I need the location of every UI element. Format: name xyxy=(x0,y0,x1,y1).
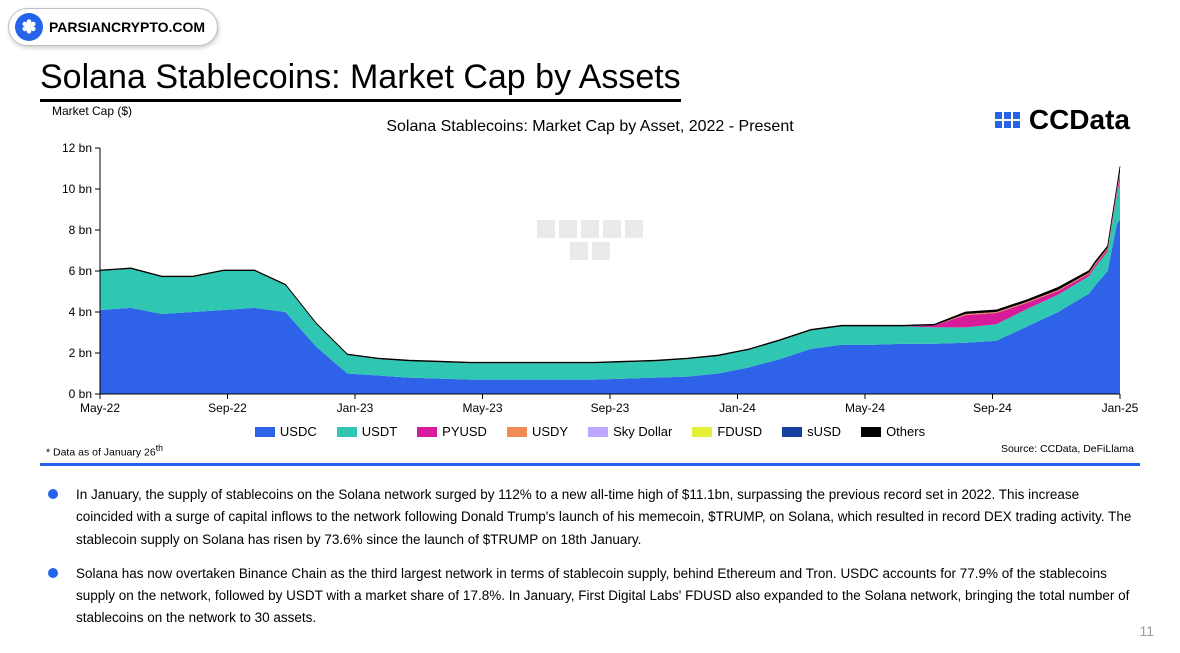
globe-icon: ✽ xyxy=(15,13,43,41)
chart-legend: USDC USDT PYUSD USDY Sky Dollar FDUSD sUSD Othe… xyxy=(40,424,1140,439)
legend-item: PYUSD xyxy=(417,424,487,439)
legend-swatch xyxy=(692,427,712,437)
legend-swatch xyxy=(255,427,275,437)
legend-label: Sky Dollar xyxy=(613,424,672,439)
svg-text:Sep-24: Sep-24 xyxy=(973,401,1012,415)
legend-item: FDUSD xyxy=(692,424,762,439)
legend-swatch xyxy=(861,427,881,437)
footnote-row: * Data as of January 26th Source: CCData… xyxy=(40,443,1140,459)
legend-label: USDY xyxy=(532,424,568,439)
bullet-item: Solana has now overtaken Binance Chain a… xyxy=(48,563,1138,630)
footnote-left: * Data as of January 26th xyxy=(46,443,163,459)
brand-mark-icon xyxy=(987,106,1021,134)
svg-text:Sep-22: Sep-22 xyxy=(208,401,247,415)
legend-label: PYUSD xyxy=(442,424,487,439)
svg-text:10 bn: 10 bn xyxy=(62,182,92,196)
svg-text:Sep-23: Sep-23 xyxy=(591,401,630,415)
brand-text: CCData xyxy=(1029,104,1130,136)
bullet-item: In January, the supply of stablecoins on… xyxy=(48,484,1138,551)
legend-item: Sky Dollar xyxy=(588,424,672,439)
watermark-badge: ✽ PARSIANCRYPTO.COM xyxy=(8,8,218,46)
bullet-text: Solana has now overtaken Binance Chain a… xyxy=(76,563,1138,630)
footnote-right: Source: CCData, DeFiLlama xyxy=(1001,443,1134,459)
chart-area: Market Cap ($) CCData Solana Stablecoins… xyxy=(40,110,1140,466)
legend-label: Others xyxy=(886,424,925,439)
legend-item: USDY xyxy=(507,424,568,439)
svg-text:May-23: May-23 xyxy=(462,401,502,415)
svg-text:Jan-25: Jan-25 xyxy=(1102,401,1139,415)
chart-subtitle: Solana Stablecoins: Market Cap by Asset,… xyxy=(40,118,1140,136)
svg-text:12 bn: 12 bn xyxy=(62,141,92,155)
svg-text:Jan-23: Jan-23 xyxy=(337,401,374,415)
legend-swatch xyxy=(337,427,357,437)
bullet-dot-icon xyxy=(48,489,58,499)
brand-logo: CCData xyxy=(987,104,1130,136)
legend-swatch xyxy=(507,427,527,437)
legend-label: sUSD xyxy=(807,424,841,439)
svg-text:4 bn: 4 bn xyxy=(69,305,92,319)
bullet-text: In January, the supply of stablecoins on… xyxy=(76,484,1138,551)
page-number: 11 xyxy=(1139,623,1154,639)
legend-item: sUSD xyxy=(782,424,841,439)
divider-rule xyxy=(40,463,1140,466)
legend-item: USDC xyxy=(255,424,317,439)
legend-item: USDT xyxy=(337,424,397,439)
legend-swatch xyxy=(782,427,802,437)
svg-text:8 bn: 8 bn xyxy=(69,223,92,237)
svg-text:May-24: May-24 xyxy=(845,401,885,415)
page-title: Solana Stablecoins: Market Cap by Assets xyxy=(40,58,681,102)
y-axis-title: Market Cap ($) xyxy=(52,104,132,118)
svg-text:6 bn: 6 bn xyxy=(69,264,92,278)
svg-text:Jan-24: Jan-24 xyxy=(719,401,756,415)
legend-item: Others xyxy=(861,424,925,439)
legend-swatch xyxy=(588,427,608,437)
svg-text:0 bn: 0 bn xyxy=(69,387,92,401)
watermark-text: PARSIANCRYPTO.COM xyxy=(49,19,205,35)
legend-label: FDUSD xyxy=(717,424,762,439)
legend-label: USDC xyxy=(280,424,317,439)
svg-text:May-22: May-22 xyxy=(80,401,120,415)
legend-label: USDT xyxy=(362,424,397,439)
bullet-list: In January, the supply of stablecoins on… xyxy=(48,484,1138,642)
stacked-area-chart: 0 bn 2 bn 4 bn 6 bn 8 bn 10 bn 12 bn May-22 Sep-… xyxy=(40,136,1140,422)
svg-text:2 bn: 2 bn xyxy=(69,346,92,360)
legend-swatch xyxy=(417,427,437,437)
bullet-dot-icon xyxy=(48,568,58,578)
